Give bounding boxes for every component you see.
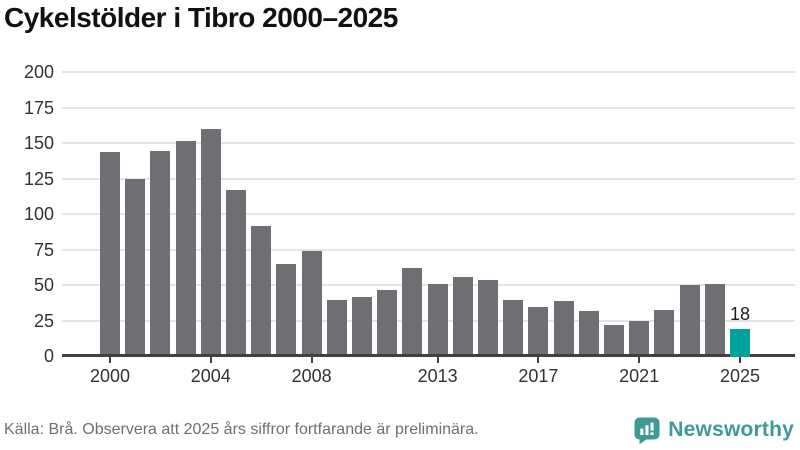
gridline-y-200 (62, 71, 795, 73)
y-axis-label-50: 50 (33, 275, 54, 295)
y-axis-label-25: 25 (33, 310, 54, 331)
gridline-y-175 (62, 106, 795, 109)
y-axis-label-75: 75 (33, 239, 54, 260)
bar-2022 (654, 310, 675, 355)
gridline-y-75 (62, 248, 795, 251)
chart-title: Cykelstölder i Tibro 2000–2025 (4, 2, 398, 33)
x-tick-2025 (739, 357, 741, 363)
chart-footer: Källa: Brå. Observera att 2025 års siffr… (4, 416, 794, 444)
y-axis-label-150: 150 (23, 133, 54, 153)
bar-2008 (301, 251, 322, 355)
bar-2023 (679, 285, 700, 355)
x-tick-2004 (209, 357, 212, 363)
x-tick-2017 (537, 357, 540, 363)
bar-2001 (125, 179, 146, 355)
x-axis-label-2004: 2004 (190, 366, 231, 386)
gridline-y-150 (62, 142, 795, 144)
bar-2025 (730, 329, 750, 357)
gridline-y-100 (62, 213, 795, 215)
x-axis-label-2025: 2025 (719, 366, 761, 386)
y-axis-label-0: 0 (43, 346, 54, 366)
bar-2003 (175, 141, 196, 355)
bar-2012 (402, 268, 423, 355)
bar-2011 (377, 290, 398, 355)
bar-2024 (704, 284, 725, 355)
bar-2009 (326, 300, 347, 355)
highlight-value-label: 18 (729, 304, 751, 324)
bar-2007 (276, 264, 297, 355)
bar-2018 (553, 301, 574, 355)
plot-area: 0 25 50 75 100 125 150 175 200 18 2000 2004 2008 2013… (23, 62, 795, 386)
bar-2021 (629, 321, 650, 355)
x-axis-label-2021: 2021 (619, 366, 660, 386)
bar-2013 (427, 284, 448, 355)
bar-2000 (100, 152, 120, 355)
x-tick-2008 (310, 357, 313, 363)
bar-2006 (251, 226, 272, 355)
x-axis-label-2017: 2017 (518, 366, 559, 386)
bar-2015 (478, 280, 498, 355)
bar-2002 (150, 151, 171, 355)
bar-2017 (528, 307, 549, 355)
x-axis-label-2000: 2000 (89, 366, 131, 386)
y-axis-label-100: 100 (23, 204, 54, 224)
x-tick-2021 (638, 357, 641, 363)
bar-2005 (226, 190, 246, 355)
x-axis-label-2008: 2008 (291, 366, 332, 386)
bar-2019 (578, 311, 599, 355)
bar-2016 (503, 300, 524, 355)
bar-2014 (452, 277, 473, 355)
y-axis-label-175: 175 (23, 97, 54, 118)
y-axis-label-200: 200 (23, 62, 54, 82)
x-tick-2000 (109, 357, 111, 363)
source-note: Källa: Brå. Observera att 2025 års siffr… (4, 421, 479, 438)
newsworthy-logo: Newsworthy (633, 416, 794, 444)
x-axis-label-2013: 2013 (417, 366, 458, 386)
newsworthy-bar-chart-icon (634, 417, 660, 444)
y-axis-label-125: 125 (23, 168, 54, 189)
bar-2020 (604, 325, 624, 355)
bar-2010 (352, 297, 372, 355)
x-axis-line (62, 354, 795, 357)
x-tick-2013 (436, 357, 439, 363)
gridline-y-125 (62, 177, 795, 180)
newsworthy-wordmark: Newsworthy (668, 418, 794, 441)
bar-2004 (200, 129, 221, 355)
